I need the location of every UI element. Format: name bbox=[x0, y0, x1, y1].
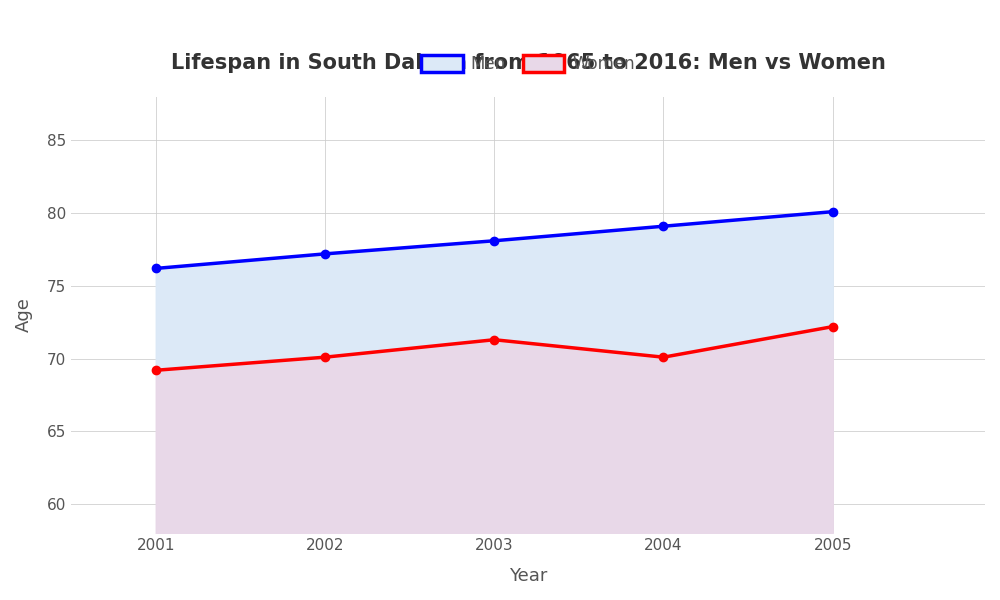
X-axis label: Year: Year bbox=[509, 567, 547, 585]
Title: Lifespan in South Dakota from 1965 to 2016: Men vs Women: Lifespan in South Dakota from 1965 to 20… bbox=[171, 53, 886, 73]
Legend: Men, Women: Men, Women bbox=[414, 49, 642, 80]
Y-axis label: Age: Age bbox=[15, 298, 33, 332]
